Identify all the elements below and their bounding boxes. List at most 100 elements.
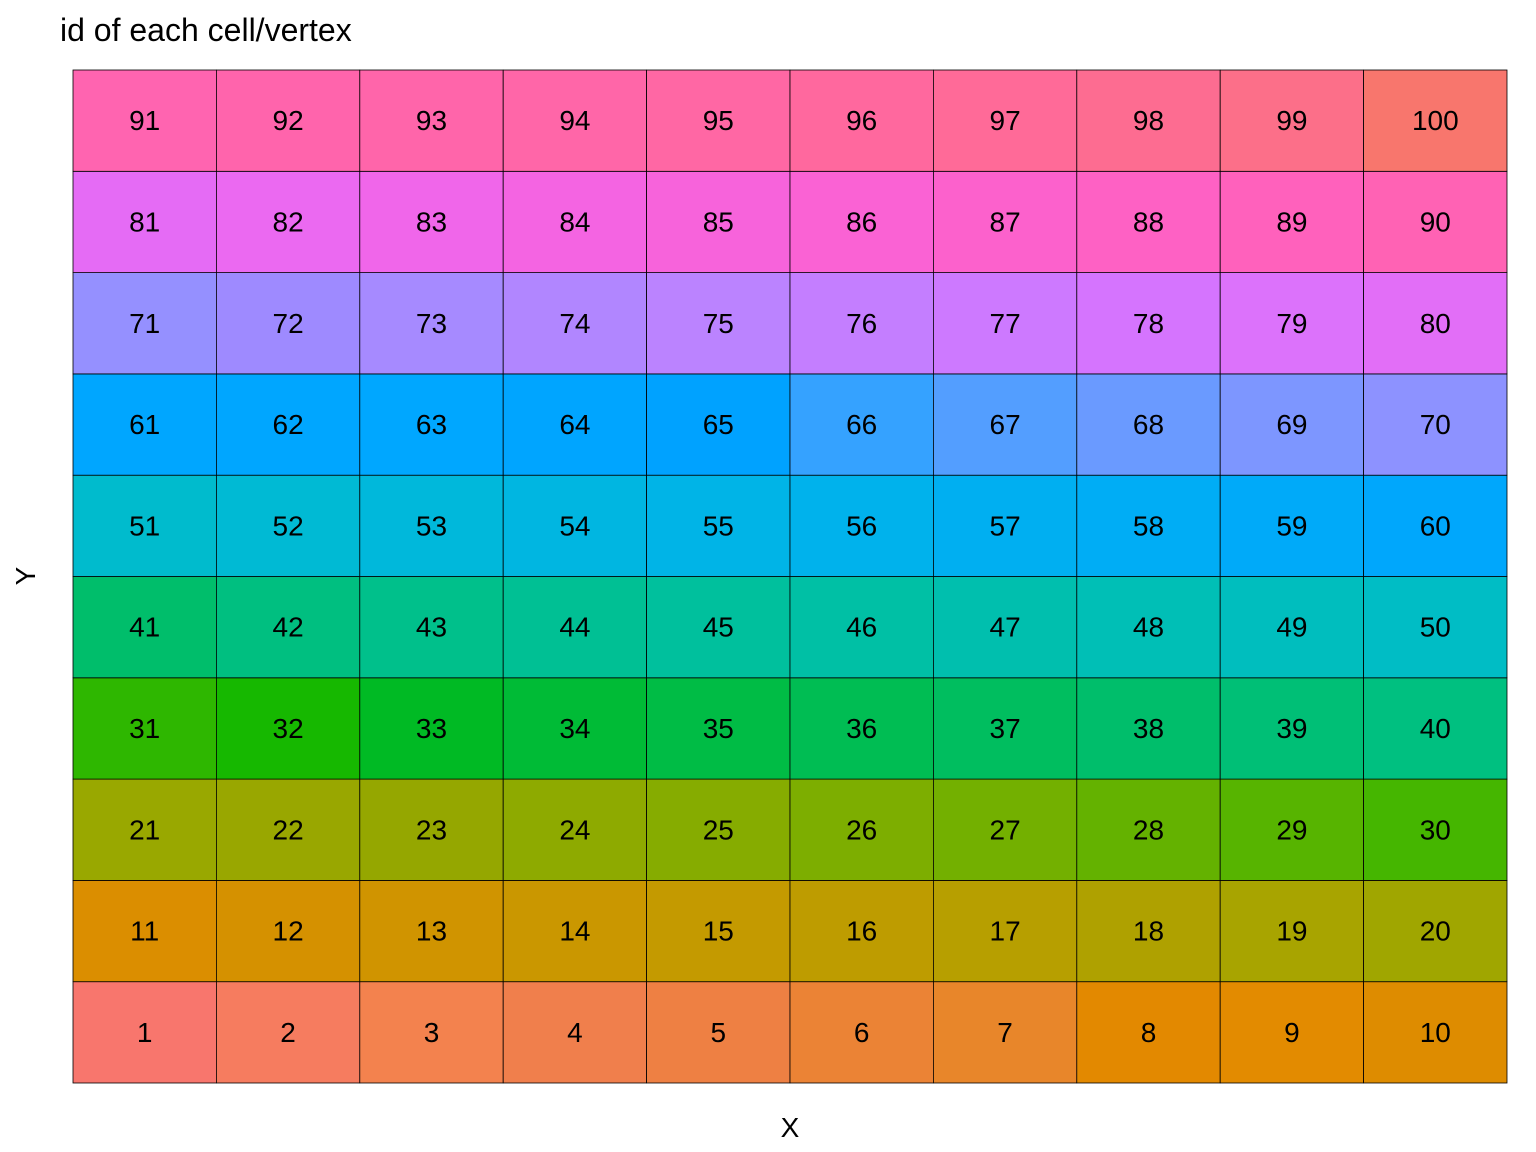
cell-label-32: 32 [273,713,304,744]
heatmap-cell-70 [1363,373,1508,476]
heatmap-cell-59 [1219,474,1364,577]
cell-label-25: 25 [703,814,734,845]
heatmap-cell-1 [72,981,217,1084]
heatmap-cell-21 [72,778,217,881]
cell-label-89: 89 [1276,206,1307,237]
heatmap-cell-14 [502,880,648,983]
cell-label-73: 73 [416,308,447,339]
cell-label-52: 52 [273,510,304,541]
heatmap-cell-77 [933,272,1078,375]
cell-label-10: 10 [1420,1017,1451,1048]
cell-label-23: 23 [416,814,447,845]
cell-label-74: 74 [559,308,590,339]
heatmap-cell-71 [72,272,217,375]
cell-label-31: 31 [129,713,160,744]
heatmap-cell-67 [933,373,1078,476]
cell-label-63: 63 [416,409,447,440]
cell-label-45: 45 [703,612,734,643]
heatmap-cell-10 [1363,981,1508,1084]
heatmap-cell-9 [1219,981,1364,1084]
heatmap-cell-34 [502,677,648,780]
heatmap-cell-94 [502,69,648,172]
heatmap-cell-56 [789,474,934,577]
heatmap-cell-8 [1076,981,1221,1084]
y-axis-label: Y [10,566,41,586]
heatmap-cell-26 [789,778,934,881]
cell-label-90: 90 [1420,206,1451,237]
cell-label-55: 55 [703,510,734,541]
cell-label-86: 86 [846,206,877,237]
heatmap-cell-50 [1363,576,1508,679]
cell-label-59: 59 [1276,510,1307,541]
cell-label-1: 1 [137,1017,153,1048]
cell-label-72: 72 [273,308,304,339]
cell-label-80: 80 [1420,308,1451,339]
cell-label-53: 53 [416,510,447,541]
cell-label-85: 85 [703,206,734,237]
heatmap-cell-85 [646,170,791,274]
heatmap-cell-63 [359,373,504,476]
cell-label-46: 46 [846,612,877,643]
cell-label-87: 87 [990,206,1021,237]
cell-label-44: 44 [559,612,590,643]
cell-label-76: 76 [846,308,877,339]
heatmap-cell-51 [72,474,217,577]
heatmap-cell-80 [1363,272,1508,375]
cell-label-50: 50 [1420,612,1451,643]
cell-label-61: 61 [129,409,160,440]
chart-title: id of each cell/vertex [60,12,352,48]
heatmap-cell-6 [789,981,934,1084]
heatmap-cell-18 [1076,880,1221,983]
heatmap-cell-48 [1076,576,1221,679]
cell-label-62: 62 [273,409,304,440]
cell-label-14: 14 [559,916,590,947]
cell-label-47: 47 [990,612,1021,643]
cell-label-51: 51 [129,510,160,541]
heatmap-cell-13 [359,880,504,983]
cell-label-16: 16 [846,916,877,947]
heatmap-cell-60 [1363,474,1508,577]
heatmap-cell-41 [72,576,217,679]
heatmap-cell-72 [215,272,361,375]
cell-label-28: 28 [1133,814,1164,845]
cell-label-92: 92 [273,105,304,136]
heatmap-cell-81 [72,170,217,274]
cell-label-13: 13 [416,916,447,947]
heatmap-cell-23 [359,778,504,881]
cell-label-58: 58 [1133,510,1164,541]
cell-label-93: 93 [416,105,447,136]
cell-label-75: 75 [703,308,734,339]
heatmap-cell-76 [789,272,934,375]
heatmap-cell-42 [215,576,361,679]
cell-label-64: 64 [559,409,590,440]
cell-label-9: 9 [1284,1017,1300,1048]
cell-label-43: 43 [416,612,447,643]
cell-label-33: 33 [416,713,447,744]
cell-label-2: 2 [280,1017,296,1048]
cell-label-83: 83 [416,206,447,237]
heatmap-cell-68 [1076,373,1221,476]
heatmap-cell-58 [1076,474,1221,577]
heatmap-cell-100 [1363,69,1508,172]
heatmap-cell-12 [215,880,361,983]
heatmap-cell-29 [1219,778,1364,881]
heatmap-cell-83 [359,170,504,274]
heatmap-cell-90 [1363,170,1508,274]
heatmap-cell-47 [933,576,1078,679]
cell-label-65: 65 [703,409,734,440]
cell-label-7: 7 [997,1017,1013,1048]
heatmap-cell-82 [215,170,361,274]
heatmap-cell-52 [215,474,361,577]
cell-label-5: 5 [711,1017,727,1048]
cell-label-99: 99 [1276,105,1307,136]
cell-label-94: 94 [559,105,590,136]
cell-label-4: 4 [567,1017,583,1048]
cell-label-100: 100 [1412,105,1459,136]
cell-label-30: 30 [1420,814,1451,845]
heatmap-cell-39 [1219,677,1364,780]
heatmap-cell-78 [1076,272,1221,375]
cell-label-38: 38 [1133,713,1164,744]
cell-label-79: 79 [1276,308,1307,339]
heatmap-cell-43 [359,576,504,679]
cell-label-21: 21 [129,814,160,845]
